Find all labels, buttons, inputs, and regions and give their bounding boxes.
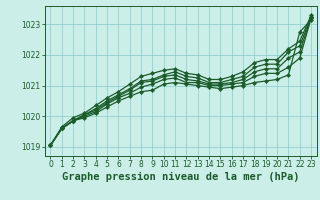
X-axis label: Graphe pression niveau de la mer (hPa): Graphe pression niveau de la mer (hPa) xyxy=(62,172,300,182)
